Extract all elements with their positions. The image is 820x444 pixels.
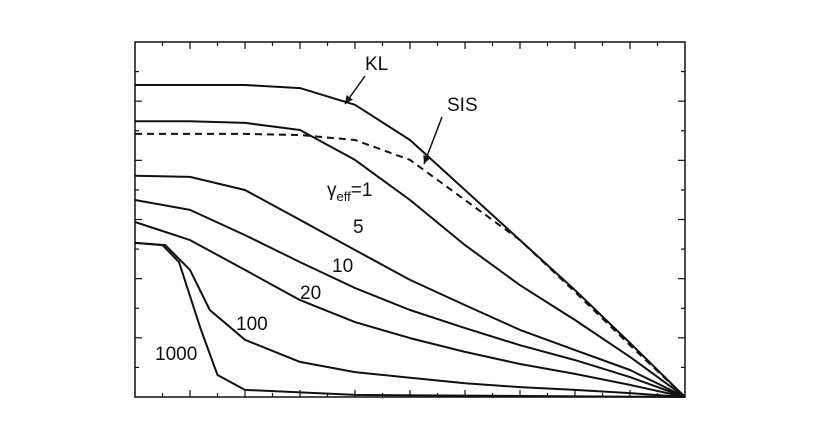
annotation: 20 — [300, 283, 321, 304]
curve — [134, 199, 686, 398]
annotation: 10 — [332, 256, 353, 277]
curve — [135, 84, 686, 398]
arrow-head — [423, 155, 431, 164]
annotation: 1000 — [155, 344, 197, 365]
plot-frame — [134, 41, 686, 398]
annotation: γeff=1 — [327, 180, 372, 204]
annotation-suffix: =1 — [351, 180, 373, 201]
arrow-line — [423, 116, 443, 165]
annotation: SIS — [447, 95, 478, 116]
annotation: 5 — [353, 217, 364, 238]
annotation: KL — [365, 54, 388, 75]
curve — [134, 241, 686, 398]
curve — [135, 120, 686, 398]
annotation-subscript: eff — [337, 189, 352, 204]
curve — [134, 221, 686, 398]
curve — [135, 132, 686, 398]
curve — [134, 174, 686, 398]
annotation-symbol: γ — [327, 180, 337, 201]
arrow-head — [345, 95, 353, 104]
annotation: 100 — [236, 314, 268, 335]
curve — [134, 241, 686, 398]
